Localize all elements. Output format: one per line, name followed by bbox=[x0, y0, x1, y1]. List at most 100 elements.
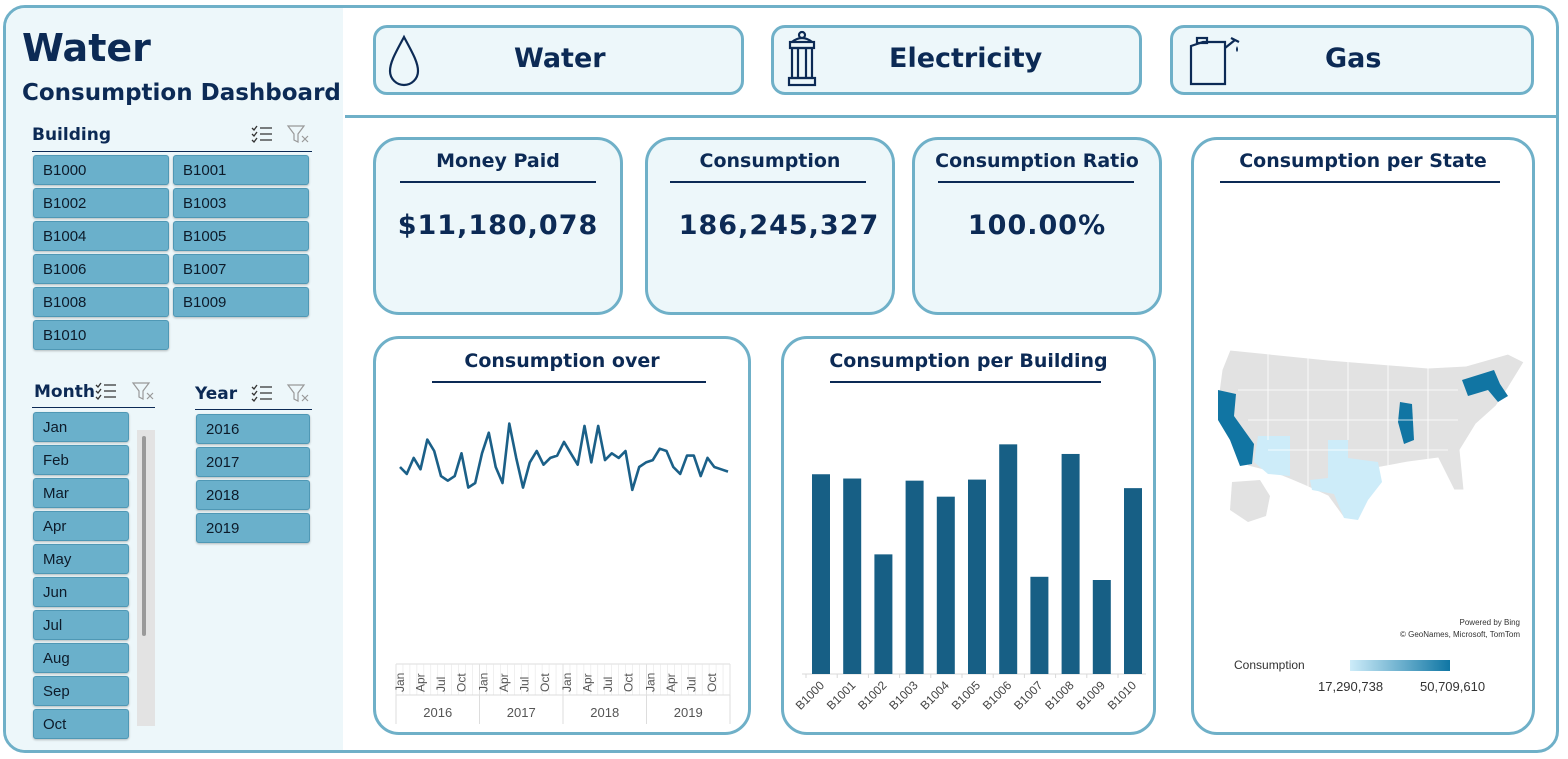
bar-x-label: B1001 bbox=[824, 678, 859, 713]
month-chip-apr[interactable]: Apr bbox=[33, 511, 129, 541]
building-chip-b1001[interactable]: B1001 bbox=[173, 155, 309, 185]
building-chip-b1000[interactable]: B1000 bbox=[33, 155, 169, 185]
page-title: Water bbox=[22, 26, 151, 70]
bar-x-label: B1003 bbox=[886, 678, 921, 713]
nav-gas-label: Gas bbox=[1325, 43, 1382, 74]
building-chip-b1003[interactable]: B1003 bbox=[173, 188, 309, 218]
building-chip-b1008[interactable]: B1008 bbox=[33, 287, 169, 317]
line-x-month-label: Jan bbox=[393, 673, 407, 692]
line-chart-axis bbox=[395, 663, 731, 724]
kpi-ratio-value: 100.00% bbox=[967, 210, 1107, 241]
multi-select-icon[interactable] bbox=[94, 381, 118, 401]
nav-electricity-button[interactable]: Electricity bbox=[771, 25, 1142, 95]
state-texas[interactable] bbox=[1310, 440, 1382, 520]
clear-filter-icon[interactable] bbox=[286, 383, 310, 403]
bar-chart-title: Consumption per Building bbox=[829, 350, 1108, 372]
consumption-series-line[interactable] bbox=[399, 422, 729, 492]
month-scroll-thumb[interactable] bbox=[142, 436, 146, 636]
line-x-month-label: Oct bbox=[705, 673, 719, 692]
line-x-year-label: 2017 bbox=[507, 705, 536, 720]
state-illinois[interactable] bbox=[1398, 402, 1414, 444]
map-title: Consumption per State bbox=[1239, 150, 1487, 172]
building-chip-b1007[interactable]: B1007 bbox=[173, 254, 309, 284]
state-arizona[interactable] bbox=[1254, 436, 1290, 476]
year-chip-2016[interactable]: 2016 bbox=[196, 414, 310, 444]
line-x-month-label: Apr bbox=[664, 673, 678, 692]
clear-filter-icon[interactable] bbox=[131, 381, 155, 401]
sidebar: Water Consumption Dashboard Building B10… bbox=[6, 8, 343, 750]
state-alaska[interactable] bbox=[1230, 480, 1270, 522]
bar-b1006[interactable] bbox=[999, 444, 1018, 674]
bar-x-label: B1002 bbox=[855, 678, 890, 713]
month-scrollbar[interactable] bbox=[137, 430, 155, 726]
building-chip-b1009[interactable]: B1009 bbox=[173, 287, 309, 317]
year-chip-2018[interactable]: 2018 bbox=[196, 480, 310, 510]
gas-can-icon bbox=[1189, 36, 1240, 86]
building-slicer-title: Building bbox=[32, 125, 111, 145]
line-x-year-label: 2016 bbox=[423, 705, 452, 720]
bar-x-label: B1006 bbox=[980, 678, 1015, 713]
month-chip-may[interactable]: May bbox=[33, 544, 129, 574]
bar-x-label: B1004 bbox=[917, 678, 952, 713]
building-chip-b1006[interactable]: B1006 bbox=[33, 254, 169, 284]
kpi-money-title: Money Paid bbox=[436, 150, 560, 172]
map-legend-gradient bbox=[1350, 660, 1450, 671]
bar-b1003[interactable] bbox=[905, 480, 924, 674]
building-chip-b1004[interactable]: B1004 bbox=[33, 221, 169, 251]
nav-water-button[interactable]: Water bbox=[373, 25, 744, 95]
us-map bbox=[1217, 349, 1525, 522]
bar-b1000[interactable] bbox=[812, 474, 830, 674]
month-chip-mar[interactable]: Mar bbox=[33, 478, 129, 508]
month-chip-jan[interactable]: Jan bbox=[33, 412, 129, 442]
month-chip-feb[interactable]: Feb bbox=[33, 445, 129, 475]
line-x-year-label: 2018 bbox=[590, 705, 619, 720]
bar-b1007[interactable] bbox=[1030, 576, 1049, 674]
line-x-month-label: Jul bbox=[601, 677, 615, 692]
water-drop-icon bbox=[388, 34, 420, 87]
line-x-month-label: Apr bbox=[581, 673, 595, 692]
us-states bbox=[1217, 349, 1525, 519]
line-x-month-label: Jul bbox=[518, 677, 532, 692]
map-card: Consumption per State Powered by Bing © … bbox=[1191, 137, 1535, 735]
line-x-month-label: Jul bbox=[434, 677, 448, 692]
bar-b1008[interactable] bbox=[1061, 453, 1080, 674]
multi-select-icon[interactable] bbox=[250, 383, 274, 403]
kpi-money-value: $11,180,078 bbox=[397, 210, 599, 241]
nav-water-label: Water bbox=[514, 43, 606, 74]
bar-chart: B1000B1001B1002B1003B1004B1005B1006B1007… bbox=[793, 444, 1146, 713]
bar-b1002[interactable] bbox=[874, 554, 893, 674]
month-chip-jun[interactable]: Jun bbox=[33, 577, 129, 607]
multi-select-icon[interactable] bbox=[250, 124, 274, 144]
clear-filter-icon[interactable] bbox=[286, 124, 310, 144]
state-newyork[interactable] bbox=[1462, 370, 1508, 402]
month-chip-sep[interactable]: Sep bbox=[33, 676, 129, 706]
line-chart-card: Consumption over Jan Apr Jul Oct 2016 Jan Apr J… bbox=[373, 336, 751, 735]
kpi-consumption-value: 186,245,327 bbox=[678, 210, 880, 241]
map-attribution-sources: © GeoNames, Microsoft, TomTom bbox=[1400, 630, 1520, 639]
bar-b1004[interactable] bbox=[936, 496, 955, 674]
year-chip-2019[interactable]: 2019 bbox=[196, 513, 310, 543]
bar-b1010[interactable] bbox=[1124, 488, 1142, 674]
line-x-year-label: 2019 bbox=[674, 705, 703, 720]
bar-x-label: B1008 bbox=[1042, 678, 1077, 713]
bar-b1005[interactable] bbox=[968, 479, 986, 674]
building-chip-b1005[interactable]: B1005 bbox=[173, 221, 309, 251]
line-x-month-label: Jul bbox=[685, 677, 699, 692]
month-chip-aug[interactable]: Aug bbox=[33, 643, 129, 673]
line-x-month-label: Apr bbox=[414, 673, 428, 692]
bar-b1009[interactable] bbox=[1092, 580, 1111, 674]
state-california[interactable] bbox=[1218, 390, 1254, 466]
line-x-month-label: Oct bbox=[622, 673, 636, 692]
nav-gas-button[interactable]: Gas bbox=[1170, 25, 1534, 95]
bar-x-label: B1009 bbox=[1073, 678, 1108, 713]
map-legend-max: 50,709,610 bbox=[1420, 679, 1486, 694]
month-chip-jul[interactable]: Jul bbox=[33, 610, 129, 640]
line-x-month-label: Jan bbox=[644, 673, 658, 692]
month-chip-oct[interactable]: Oct bbox=[33, 709, 129, 739]
year-chip-2017[interactable]: 2017 bbox=[196, 447, 310, 477]
bar-b1001[interactable] bbox=[843, 478, 862, 674]
building-chip-b1010[interactable]: B1010 bbox=[33, 320, 169, 350]
page-subtitle: Consumption Dashboard bbox=[22, 80, 341, 106]
building-chip-b1002[interactable]: B1002 bbox=[33, 188, 169, 218]
